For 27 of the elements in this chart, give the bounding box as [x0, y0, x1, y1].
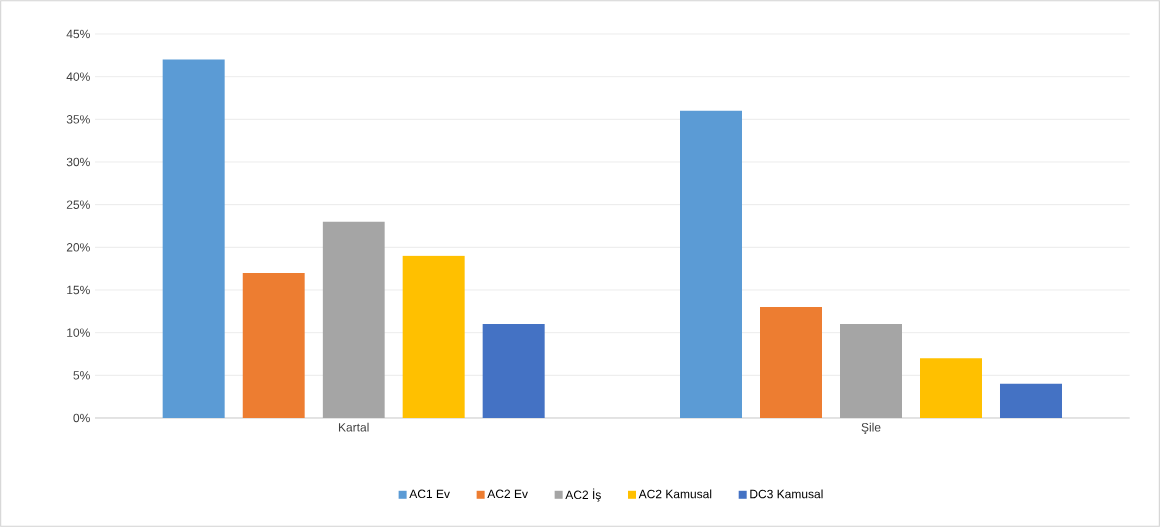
- y-tick-label: 45%: [66, 29, 90, 39]
- y-tick-label: 40%: [66, 72, 90, 81]
- bar: [920, 358, 982, 418]
- bar: [242, 272, 305, 418]
- legend-label: AC2 Ev: [487, 489, 528, 499]
- bar: [1000, 383, 1062, 418]
- y-tick-label: 20%: [66, 243, 90, 252]
- bar: [482, 324, 545, 418]
- bar: [402, 255, 465, 418]
- legend-label: AC2 Kamusal: [638, 489, 712, 499]
- y-tick-label: 25%: [66, 200, 90, 209]
- x-tick-label: Şile: [861, 422, 881, 434]
- y-tick-label: 35%: [66, 115, 90, 124]
- legend-label: AC2 İş: [565, 488, 601, 502]
- bar: [322, 221, 385, 418]
- y-tick-label: 30%: [66, 157, 90, 167]
- bar: [840, 324, 902, 418]
- x-tick-label: Kartal: [338, 422, 369, 432]
- y-tick-label: 10%: [67, 328, 90, 337]
- legend-label: AC1 Ev: [409, 489, 450, 499]
- bar: [680, 110, 742, 418]
- y-tick-label: 0%: [73, 413, 90, 423]
- bar: [162, 59, 225, 418]
- y-tick-label: 15%: [67, 285, 90, 295]
- y-tick-label: 5%: [73, 371, 90, 380]
- bar: [760, 307, 822, 418]
- legend-label: DC3 Kamusal: [750, 489, 823, 499]
